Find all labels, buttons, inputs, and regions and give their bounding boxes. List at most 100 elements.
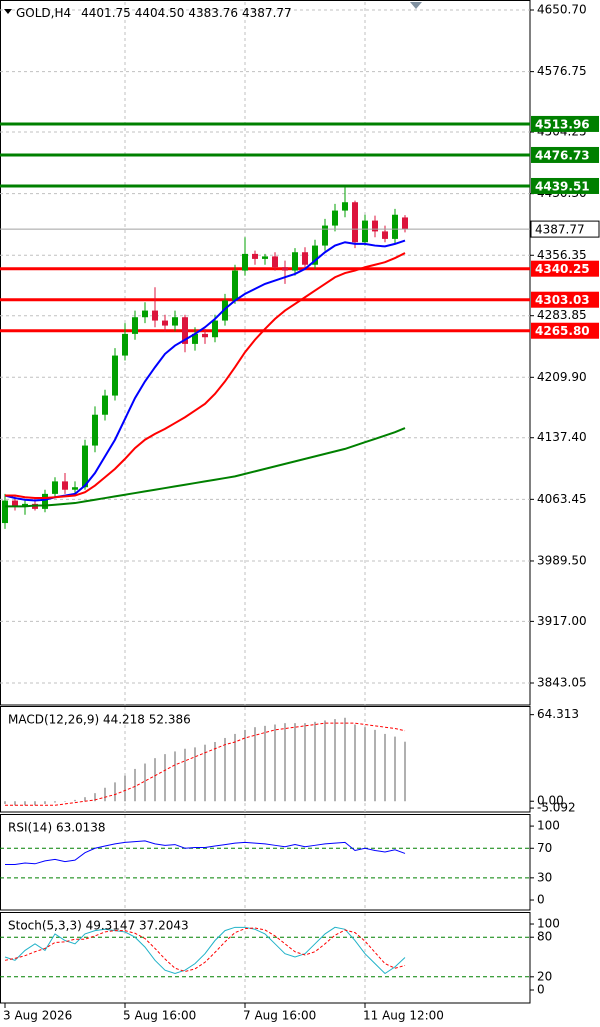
histogram-bar xyxy=(94,793,96,802)
candle-body xyxy=(132,317,138,334)
candle-body xyxy=(272,256,278,268)
candle-body xyxy=(212,320,218,338)
indicator-line xyxy=(5,252,406,500)
histogram-bar xyxy=(374,729,376,802)
histogram-bar xyxy=(4,801,6,804)
header-ohlc: 4401.75 xyxy=(81,6,131,20)
level-label-box xyxy=(531,177,599,194)
y-tick-label: 4209.90 xyxy=(537,370,587,384)
histogram-bar xyxy=(104,787,106,802)
histogram-bar xyxy=(134,768,136,802)
candle-body xyxy=(192,333,198,344)
candle-body xyxy=(162,320,168,326)
level-label: 4439.51 xyxy=(535,179,590,193)
histogram-bar xyxy=(224,737,226,802)
y-tick-label: 4137.40 xyxy=(537,430,587,444)
rsi-frame xyxy=(0,814,531,911)
header-ohlc: 4387.77 xyxy=(242,6,292,20)
candle-body xyxy=(62,481,68,490)
histogram-bar xyxy=(254,727,256,802)
candle-body xyxy=(342,202,348,211)
candle-body xyxy=(2,500,8,524)
candle-body xyxy=(242,253,248,271)
candle-body xyxy=(102,395,108,415)
candle-body xyxy=(112,355,118,396)
histogram-bar xyxy=(364,727,366,802)
candle-body xyxy=(72,487,78,490)
y-tick-label: 0 xyxy=(537,893,545,907)
histogram-bar xyxy=(294,723,296,802)
indicator-line xyxy=(4,239,406,502)
indicator-title: MACD(12,26,9) 44.218 52.386 xyxy=(8,713,191,727)
histogram-bar xyxy=(394,736,396,802)
histogram-bar xyxy=(144,763,146,802)
x-tick-label: 7 Aug 16:00 xyxy=(243,1009,316,1023)
candle-body xyxy=(352,202,358,243)
histogram-bar xyxy=(314,721,316,802)
histogram-bar xyxy=(284,723,286,802)
histogram-bar xyxy=(264,725,266,802)
indicator-title: RSI(14) 63.0138 xyxy=(8,821,106,835)
indicator-line xyxy=(4,927,406,973)
histogram-bar xyxy=(204,744,206,802)
candle-body xyxy=(262,256,268,259)
candle-body xyxy=(42,493,48,509)
histogram-bar xyxy=(214,742,216,802)
histogram-bar xyxy=(334,719,336,802)
candle-body xyxy=(332,210,338,226)
y-tick-label: 4283.85 xyxy=(537,308,587,322)
header-ohlc: 4404.50 xyxy=(135,6,185,20)
candle-body xyxy=(222,300,228,321)
candle-body xyxy=(392,214,398,239)
histogram-bar xyxy=(14,801,16,806)
y-tick-label: 4063.45 xyxy=(537,492,587,506)
candle-body xyxy=(182,317,188,344)
y-tick-label: 80 xyxy=(537,930,552,944)
level-label: 4476.73 xyxy=(535,148,590,162)
histogram-bar xyxy=(404,741,406,802)
stoch-frame xyxy=(0,912,531,1004)
candle-body xyxy=(122,333,128,356)
y-tick-label: 3917.00 xyxy=(537,614,587,628)
header-marker xyxy=(4,9,12,14)
level-label: 4265.80 xyxy=(535,324,590,338)
main-frame xyxy=(0,0,531,706)
candle-body xyxy=(172,317,178,326)
histogram-bar xyxy=(354,724,356,802)
histogram-bar xyxy=(114,782,116,802)
histogram-bar xyxy=(34,801,36,806)
histogram-bar xyxy=(124,775,126,802)
histogram-bar xyxy=(304,723,306,802)
candle-body xyxy=(312,245,318,265)
y-tick-label: 0 xyxy=(537,983,545,997)
chart-header: GOLD,H4 4401.75 4404.50 4383.76 4387.77 xyxy=(16,6,292,20)
frames xyxy=(0,0,531,1004)
candle-body xyxy=(362,220,368,243)
indicator-line xyxy=(4,926,406,975)
y-tick-label: 4576.75 xyxy=(537,64,587,78)
indicator-line xyxy=(5,427,406,508)
symbol: GOLD,H4 xyxy=(16,6,71,20)
y-tick-label: 3843.05 xyxy=(537,676,587,690)
level-label-box xyxy=(531,146,599,163)
candle-body xyxy=(152,310,158,321)
candle-body xyxy=(282,267,288,271)
histogram-bar xyxy=(384,733,386,802)
header-ohlc: 4383.76 xyxy=(188,6,238,20)
y-tick-label: 70 xyxy=(537,841,552,855)
indicator-line xyxy=(5,722,406,806)
candle-body xyxy=(92,414,98,446)
candle-body xyxy=(292,252,298,271)
histogram-bar xyxy=(234,733,236,802)
level-label-box xyxy=(531,115,599,132)
histogram-bar xyxy=(154,758,156,802)
candle-body xyxy=(232,270,238,301)
y-tick-label: 100 xyxy=(537,819,560,833)
histogram-bar xyxy=(84,797,86,802)
candle-body xyxy=(252,253,258,259)
candle-body xyxy=(22,503,28,507)
histogram-bar xyxy=(194,747,196,802)
